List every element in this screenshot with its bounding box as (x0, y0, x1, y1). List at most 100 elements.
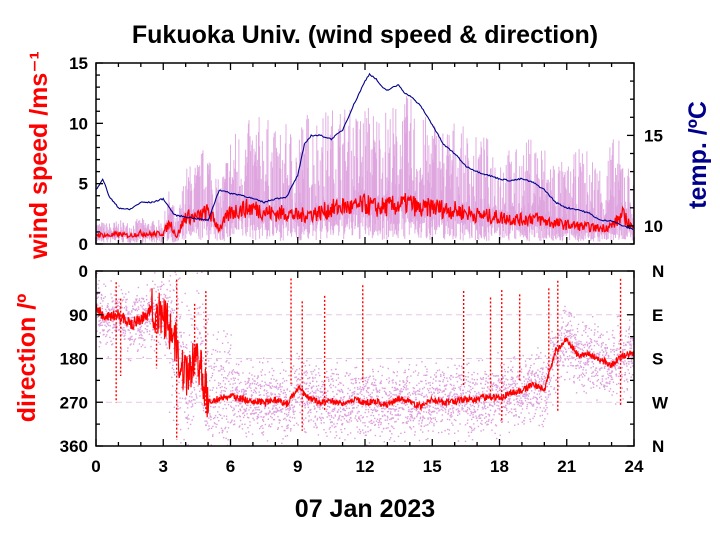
sample-direction-point (435, 380, 436, 381)
temperature-tick-label: 15 (644, 126, 663, 145)
sample-direction-point (188, 418, 189, 419)
sample-direction-point (423, 411, 424, 412)
sample-direction-point (567, 366, 568, 367)
sample-direction-point (623, 345, 624, 346)
sample-direction-point (446, 377, 447, 378)
sample-direction-point (397, 389, 398, 390)
sample-direction-point (326, 392, 327, 393)
sample-direction-point (242, 424, 243, 425)
sample-direction-point (554, 344, 555, 345)
sample-direction-point (615, 368, 616, 369)
wind-direction-plot-area (96, 272, 635, 448)
sample-direction-point (441, 432, 442, 433)
sample-direction-point (316, 386, 317, 387)
sample-direction-point (213, 349, 214, 350)
sample-direction-point (436, 376, 437, 377)
sample-direction-point (418, 423, 419, 424)
sample-direction-point (274, 414, 275, 415)
sample-direction-point (482, 379, 483, 380)
sample-direction-point (366, 383, 367, 384)
sample-direction-point (584, 375, 585, 376)
sample-direction-point (114, 327, 115, 328)
wind-speed-tick-label: 15 (69, 54, 88, 73)
sample-direction-point (281, 391, 282, 392)
sample-direction-point (187, 403, 188, 404)
sample-direction-point (379, 392, 380, 393)
sample-direction-point (611, 379, 612, 380)
sample-direction-point (282, 408, 283, 409)
sample-direction-point (433, 407, 434, 408)
sample-direction-point (190, 424, 191, 425)
sample-direction-point (105, 336, 106, 337)
sample-direction-point (300, 379, 301, 380)
sample-direction-point (356, 407, 357, 408)
sample-direction-point (404, 432, 405, 433)
sample-direction-point (601, 346, 602, 347)
sample-direction-point (537, 394, 538, 395)
sample-direction-point (373, 389, 374, 390)
sample-direction-point (468, 363, 469, 364)
sample-direction-point (224, 428, 225, 429)
sample-direction-point (403, 409, 404, 410)
sample-direction-point (597, 353, 598, 354)
sample-direction-point (451, 412, 452, 413)
sample-direction-point (458, 430, 459, 431)
sample-direction-point (197, 308, 198, 309)
sample-direction-point (453, 407, 454, 408)
sample-direction-point (287, 415, 288, 416)
sample-direction-point (510, 361, 511, 362)
sample-direction-point (494, 433, 495, 434)
sample-direction-point (344, 439, 345, 440)
sample-direction-point (270, 392, 271, 393)
sample-direction-point (527, 404, 528, 405)
sample-direction-point (521, 400, 522, 401)
sample-direction-point (377, 396, 378, 397)
sample-direction-point (519, 417, 520, 418)
gust-series (96, 96, 634, 243)
sample-direction-point (142, 330, 143, 331)
sample-direction-point (337, 419, 338, 420)
sample-direction-point (319, 417, 320, 418)
sample-direction-point (305, 371, 306, 372)
sample-direction-point (452, 396, 453, 397)
sample-direction-point (564, 306, 565, 307)
sample-direction-point (541, 399, 542, 400)
sample-direction-point (575, 348, 576, 349)
sample-direction-point (308, 420, 309, 421)
sample-direction-point (147, 322, 148, 323)
sample-direction-point (485, 402, 486, 403)
sample-direction-point (264, 408, 265, 409)
sample-direction-point (143, 332, 144, 333)
sample-direction-point (394, 421, 395, 422)
sample-direction-point (442, 410, 443, 411)
sample-direction-point (130, 332, 131, 333)
sample-direction-point (313, 402, 314, 403)
sample-direction-point (187, 422, 188, 423)
sample-direction-point (405, 372, 406, 373)
sample-direction-point (626, 330, 627, 331)
sample-direction-point (593, 366, 594, 367)
sample-direction-point (358, 378, 359, 379)
sample-direction-point (617, 325, 618, 326)
sample-direction-point (553, 389, 554, 390)
sample-direction-point (263, 431, 264, 432)
sample-direction-point (430, 377, 431, 378)
sample-direction-point (349, 397, 350, 398)
sample-direction-point (485, 381, 486, 382)
sample-direction-point (514, 425, 515, 426)
sample-direction-point (606, 353, 607, 354)
sample-direction-point (354, 438, 355, 439)
sample-direction-point (214, 417, 215, 418)
sample-direction-point (155, 300, 156, 301)
sample-direction-point (620, 361, 621, 362)
sample-direction-point (342, 416, 343, 417)
sample-direction-point (422, 416, 423, 417)
sample-direction-point (197, 273, 198, 274)
sample-direction-point (223, 390, 224, 391)
sample-direction-point (126, 309, 127, 310)
sample-direction-point (450, 408, 451, 409)
sample-direction-point (621, 376, 622, 377)
sample-direction-point (365, 412, 366, 413)
sample-direction-point (108, 330, 109, 331)
sample-direction-point (420, 418, 421, 419)
